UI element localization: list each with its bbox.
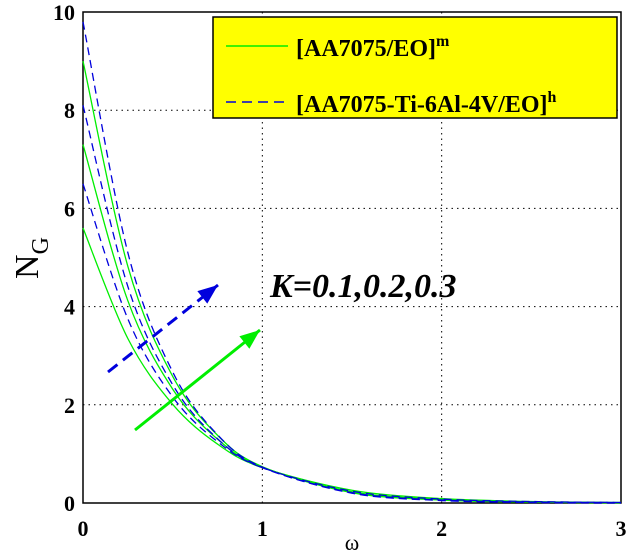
series-line-5 bbox=[82, 21, 622, 504]
x-axis-label: ω bbox=[345, 530, 359, 555]
y-tick-label: 6 bbox=[64, 196, 75, 221]
y-tick-label: 8 bbox=[64, 98, 75, 123]
y-tick-label: 4 bbox=[64, 295, 75, 320]
y-tick-label: 10 bbox=[53, 0, 75, 25]
x-tick-label: 3 bbox=[616, 516, 627, 541]
blue-trend-arrow bbox=[107, 283, 219, 374]
legend-label: [AA7075/EO]m bbox=[296, 33, 450, 62]
x-tick-label: 0 bbox=[78, 516, 89, 541]
x-tick-label: 2 bbox=[436, 516, 447, 541]
k-annotation: K=0.1,0.2,0.3 bbox=[269, 268, 457, 305]
plot-frame bbox=[82, 11, 622, 504]
x-tick-label: 1 bbox=[257, 516, 268, 541]
legend-box bbox=[212, 16, 618, 119]
y-tick-label: 0 bbox=[64, 491, 75, 516]
green-trend-arrow-head bbox=[239, 330, 260, 349]
legend-label: [AA7075-Ti-6Al-4V/EO]h bbox=[296, 89, 557, 118]
series-line-3 bbox=[82, 183, 622, 504]
series-line-1 bbox=[82, 144, 622, 504]
green-trend-arrow bbox=[134, 328, 261, 432]
blue-trend-arrow-head bbox=[197, 285, 218, 304]
y-tick-label: 2 bbox=[64, 393, 75, 418]
y-axis-label: NG bbox=[9, 237, 54, 279]
